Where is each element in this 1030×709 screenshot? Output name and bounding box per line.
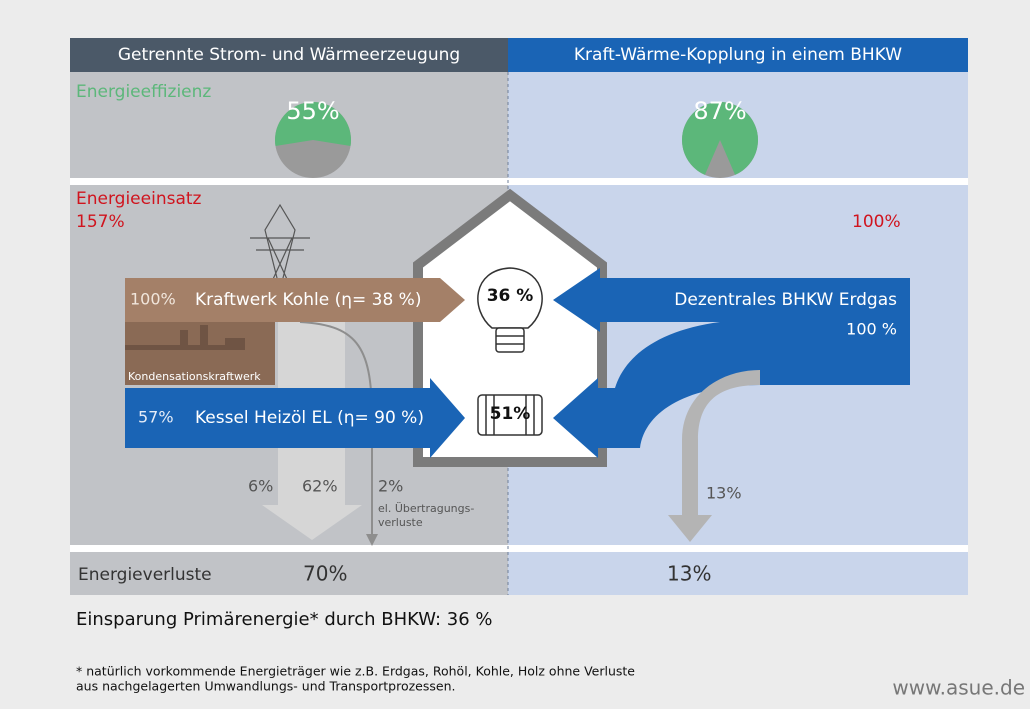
totals-right: 13%	[667, 562, 711, 586]
electricity-share: 36 %	[487, 286, 534, 306]
input-label: Energieeinsatz	[76, 189, 202, 209]
savings: Einsparung Primärenergie* durch BHKW: 36…	[76, 609, 493, 630]
right-title: Kraft-Wärme-Kopplung in einem BHKW	[574, 45, 902, 65]
loss-left-c: 2%	[378, 477, 403, 496]
footnote: * natürlich vorkommende Energieträger wi…	[76, 664, 635, 679]
source: www.asue.de	[892, 676, 1025, 700]
page: {"header": {"left_title": "Getrennte Str…	[0, 0, 1030, 709]
chp-share: 100 %	[846, 320, 897, 339]
totals-left: 70%	[303, 562, 347, 586]
plant-label: Kondensationskraftwerk	[128, 370, 261, 383]
loss-left-a: 6%	[248, 477, 273, 496]
oil-label: Kessel Heizöl EL (η= 90 %)	[195, 408, 424, 428]
input-left: 157%	[76, 212, 125, 232]
pie-label: 55%	[286, 97, 339, 125]
coal-share: 100%	[130, 290, 176, 309]
input-right: 100%	[852, 212, 901, 232]
efficiency-label: Energieeffizienz	[76, 82, 211, 102]
loss-left-b: 62%	[302, 477, 338, 496]
coal-label: Kraftwerk Kohle (η= 38 %)	[195, 290, 421, 310]
heat-share: 51%	[490, 404, 531, 424]
footnote: aus nachgelagerten Umwandlungs- und Tran…	[76, 679, 456, 694]
infographic: Getrennte Strom- und Wärmeerzeugung Kraf…	[0, 0, 1030, 709]
transmission-label: verluste	[378, 516, 423, 529]
transmission-label: el. Übertragungs-	[378, 502, 474, 515]
pie-label: 87%	[693, 97, 746, 125]
left-title: Getrennte Strom- und Wärmeerzeugung	[118, 45, 460, 65]
right-bottom	[508, 552, 968, 595]
chp-label: Dezentrales BHKW Erdgas	[674, 290, 897, 310]
totals-label: Energieverluste	[78, 565, 212, 585]
oil-share: 57%	[138, 408, 174, 427]
loss-right: 13%	[706, 484, 742, 503]
